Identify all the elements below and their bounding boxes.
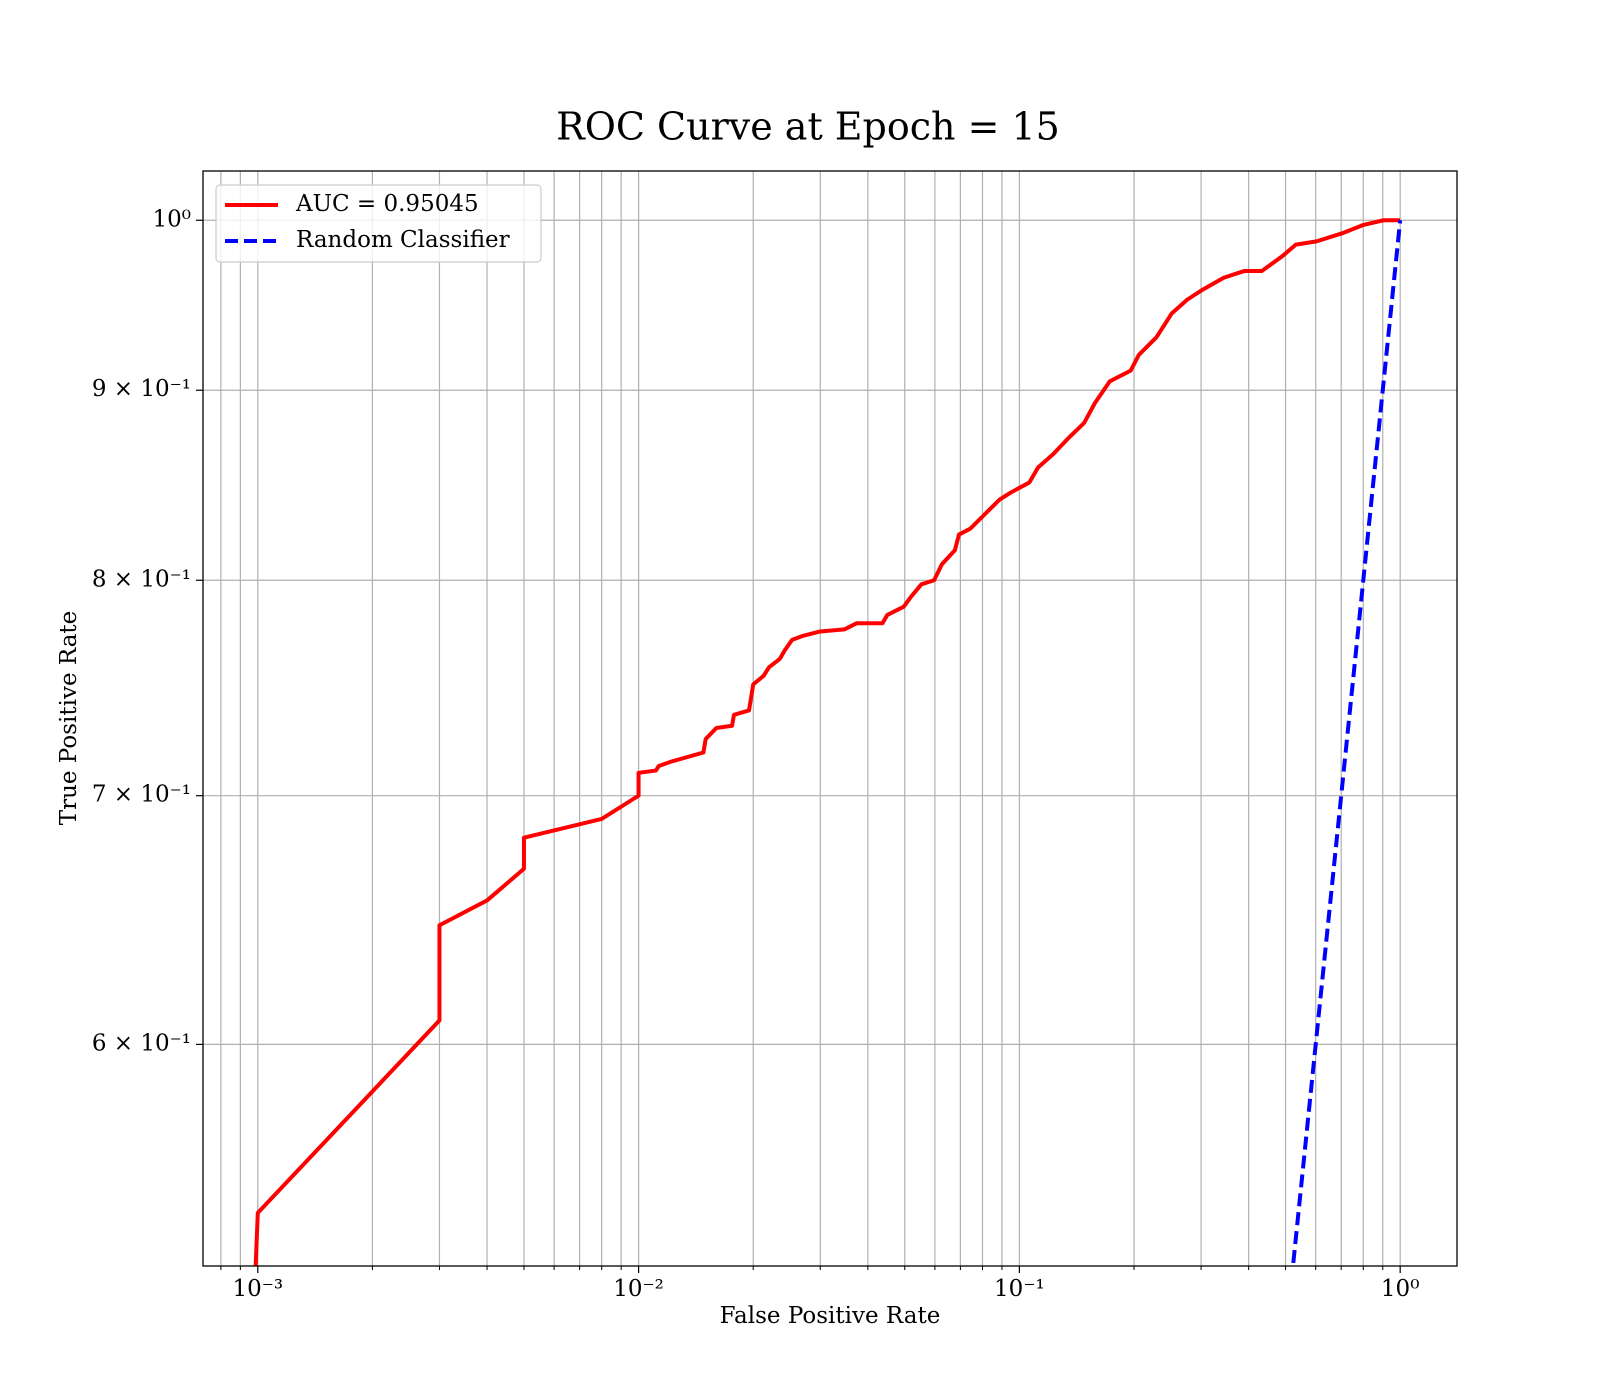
x-tick-label: 10⁻³ [232,1276,283,1302]
chart-title: ROC Curve at Epoch = 15 [556,105,1060,149]
y-tick-label: 9 × 10⁻¹ [92,376,191,402]
y-axis-label: True Positive Rate [56,611,82,826]
line-series [1290,220,1403,1266]
x-tick-label: 10⁰ [1381,1276,1420,1302]
x-tick-label: 10⁻² [613,1276,664,1302]
plot-frame [202,170,1458,1267]
y-tick-label: 6 × 10⁻¹ [92,1030,191,1056]
x-axis-label: False Positive Rate [720,1303,941,1329]
legend-label: Random Classifier [296,227,510,253]
legend: AUC = 0.95045 Random Classifier [215,184,542,263]
y-tick-label: 10⁰ [153,206,192,232]
y-tick-label: 8 × 10⁻¹ [92,566,191,592]
legend-box [215,184,542,263]
x-tick-label: 10⁻¹ [994,1276,1045,1302]
line-series [253,218,1401,1266]
legend-label: AUC = 0.95045 [295,191,479,217]
y-tick-label: 7 × 10⁻¹ [92,782,191,808]
